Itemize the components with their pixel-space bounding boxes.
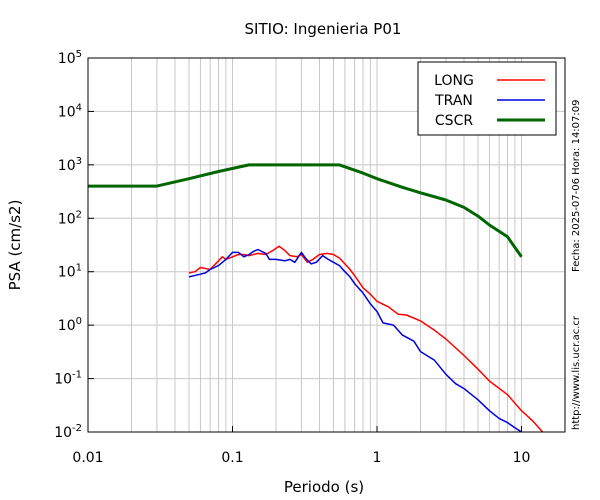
- x-tick-label: 0.1: [221, 450, 243, 466]
- y-tick-label: 100: [58, 316, 82, 334]
- legend-box: [417, 61, 557, 136]
- y-tick-label: 102: [58, 209, 82, 227]
- series-lines: [88, 163, 544, 433]
- source-url: http://www.lis.ucr.ac.cr: [571, 316, 582, 430]
- series-line-long: [188, 245, 544, 433]
- x-tick-label: 10: [513, 450, 531, 466]
- chart-title: SITIO: Ingenieria P01: [245, 20, 402, 38]
- timestamp-text: Fecha: 2025-07-06 Hora: 14:07:09: [571, 99, 582, 273]
- x-tick-labels: 0.01 0.1 1 10: [72, 426, 530, 466]
- y-tick-label: 104: [58, 102, 82, 120]
- y-axis-label: PSA (cm/s2): [6, 200, 24, 291]
- y-tick-label: 10-2: [54, 423, 82, 441]
- series-line-tran: [188, 248, 522, 433]
- x-tick-label: 1: [373, 450, 382, 466]
- legend-label-cscr: CSCR: [435, 113, 473, 129]
- plot-frame: [87, 57, 566, 433]
- y-tick-label: 101: [58, 263, 82, 281]
- legend-label-tran: TRAN: [434, 93, 473, 109]
- y-tick-labels: 105 104 103 102 101 100 10-1 10-2: [54, 49, 94, 441]
- series-line-cscr: [88, 163, 523, 258]
- y-tick-label: 105: [58, 49, 82, 67]
- legend-label-long: LONG: [434, 73, 474, 89]
- legend: LONG TRAN CSCR: [417, 61, 557, 136]
- y-tick-label: 10-1: [54, 370, 82, 388]
- x-axis-label: Periodo (s): [284, 478, 364, 496]
- grid-lines: [88, 58, 565, 432]
- x-tick-label: 0.01: [72, 450, 103, 466]
- y-tick-label: 103: [58, 156, 82, 174]
